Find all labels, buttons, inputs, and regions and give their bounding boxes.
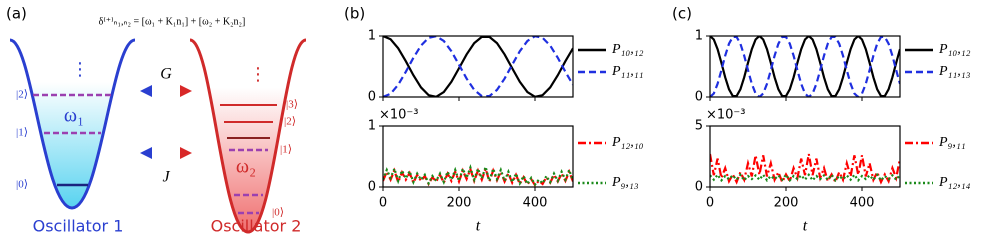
y-offset-label: ×10⁻³ xyxy=(379,108,419,123)
series-line xyxy=(710,36,900,97)
axes-frame xyxy=(709,35,901,98)
y-offset-label: ×10⁻³ xyxy=(706,108,746,123)
level-label: |2⟩ xyxy=(284,116,296,128)
y-tick-label: 5 xyxy=(695,119,703,134)
level-label: |1⟩ xyxy=(16,127,28,139)
axes-frame xyxy=(382,35,574,98)
panel-label: (a) xyxy=(6,5,27,23)
left-well xyxy=(9,38,136,210)
coupling-label: J xyxy=(162,169,170,186)
panel-label: (c) xyxy=(672,5,692,23)
panel-label: (b) xyxy=(344,5,365,23)
frequency: ω₂ xyxy=(236,156,256,178)
oscillator-name: Oscillator 1 xyxy=(33,217,124,236)
y-tick-label: 0 xyxy=(368,180,376,195)
y-tick-label: 1 xyxy=(695,29,703,44)
axes-frame xyxy=(709,125,901,188)
coupling-arrow xyxy=(140,85,192,97)
right-well xyxy=(189,38,307,234)
level-label: |0⟩ xyxy=(272,207,284,219)
formula: δ⁽⁺⁾ₙ₁,ₙ₂ = [ω₁ + K₁n₁] + [ω₂ + K₂n₂] xyxy=(99,16,246,27)
legend-label: P₉,₁₁ xyxy=(938,135,966,150)
x-axis-label: t xyxy=(476,218,481,235)
level-label: |0⟩ xyxy=(16,179,28,191)
x-tick-label: 400 xyxy=(523,196,548,211)
coupling-arrow xyxy=(140,147,192,159)
legend-label: P₁₂,₁₄ xyxy=(938,175,971,190)
level-label: |2⟩ xyxy=(16,89,28,101)
coupling-label: G xyxy=(160,66,172,83)
axes-frame xyxy=(382,125,574,188)
x-tick-label: 0 xyxy=(706,196,714,211)
series-line xyxy=(383,36,573,97)
legend-label: P₁₀,₁₂ xyxy=(938,42,971,57)
y-tick-label: 0 xyxy=(368,90,376,105)
series-line xyxy=(710,36,900,97)
y-tick-label: 1 xyxy=(368,29,376,44)
diagram: δ⁽⁺⁾ₙ₁,ₙ₂ = [ω₁ + K₁n₁] + [ω₂ + K₂n₂] ⋮ … xyxy=(9,16,307,236)
frequency: ω₁ xyxy=(64,105,84,127)
ellipsis: ⋮ xyxy=(249,64,267,85)
x-tick-label: 0 xyxy=(379,196,387,211)
legend-label: P₁₀,₁₂ xyxy=(611,42,644,57)
series-line xyxy=(383,36,573,97)
y-tick-label: 0 xyxy=(695,180,703,195)
x-tick-label: 400 xyxy=(850,196,875,211)
y-tick-label: 0 xyxy=(695,90,703,105)
level-label: |3⟩ xyxy=(286,99,298,111)
level-label: |1⟩ xyxy=(280,144,292,156)
legend-label: P₉,₁₃ xyxy=(611,175,639,190)
legend-label: P₁₁,₁₁ xyxy=(611,64,644,79)
series-line xyxy=(710,153,900,185)
legend-label: P₁₂,₁₀ xyxy=(611,135,644,150)
x-tick-label: 200 xyxy=(447,196,472,211)
oscillator-name: Oscillator 2 xyxy=(211,217,302,236)
legend-label: P₁₁,₁₃ xyxy=(938,64,971,79)
x-axis-label: t xyxy=(803,218,808,235)
ellipsis: ⋮ xyxy=(71,59,89,80)
x-tick-label: 200 xyxy=(774,196,799,211)
series-line xyxy=(383,163,573,187)
series-line xyxy=(710,172,900,183)
y-tick-label: 1 xyxy=(368,119,376,134)
